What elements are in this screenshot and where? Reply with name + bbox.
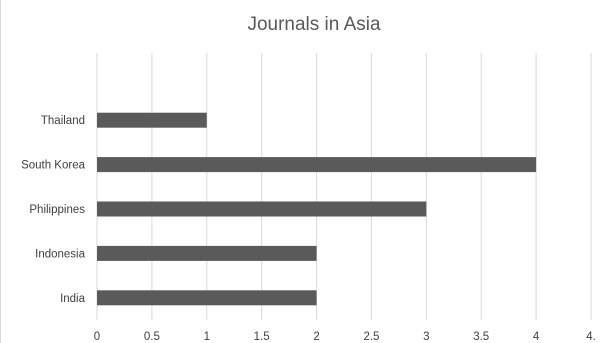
x-tick-label: 4	[533, 331, 540, 343]
x-tick-label: 2.5	[363, 331, 379, 343]
bar-philippines	[97, 201, 427, 217]
bars	[97, 112, 537, 306]
x-tick-label: 3.5	[473, 331, 489, 343]
x-tick-label: 0	[94, 331, 100, 343]
category-label: Indonesia	[35, 248, 85, 260]
bar-thailand	[97, 112, 207, 128]
category-label: Philippines	[29, 204, 85, 216]
category-label: Thailand	[41, 115, 85, 127]
category-label: India	[60, 293, 86, 305]
bar-south-korea	[97, 157, 537, 173]
x-tick-label: 4.	[586, 331, 596, 343]
x-tick-label: 1	[204, 331, 210, 343]
x-tick-label: 3	[423, 331, 429, 343]
x-axis-tick-labels: 0 0.5 1 1.5 2 2.5 3 3.5 4 4.	[94, 331, 596, 343]
bar-india	[97, 290, 317, 306]
x-tick-label: 0.5	[144, 331, 160, 343]
x-tick-label: 1.5	[254, 331, 270, 343]
category-label: South Korea	[21, 160, 86, 172]
grid-lines	[96, 53, 592, 320]
bar-indonesia	[97, 245, 317, 261]
category-labels: India Indonesia Philippines South Korea Thai…	[21, 115, 86, 305]
chart-title: Journals in Asia	[247, 14, 381, 35]
x-tick-label: 2	[313, 331, 319, 343]
